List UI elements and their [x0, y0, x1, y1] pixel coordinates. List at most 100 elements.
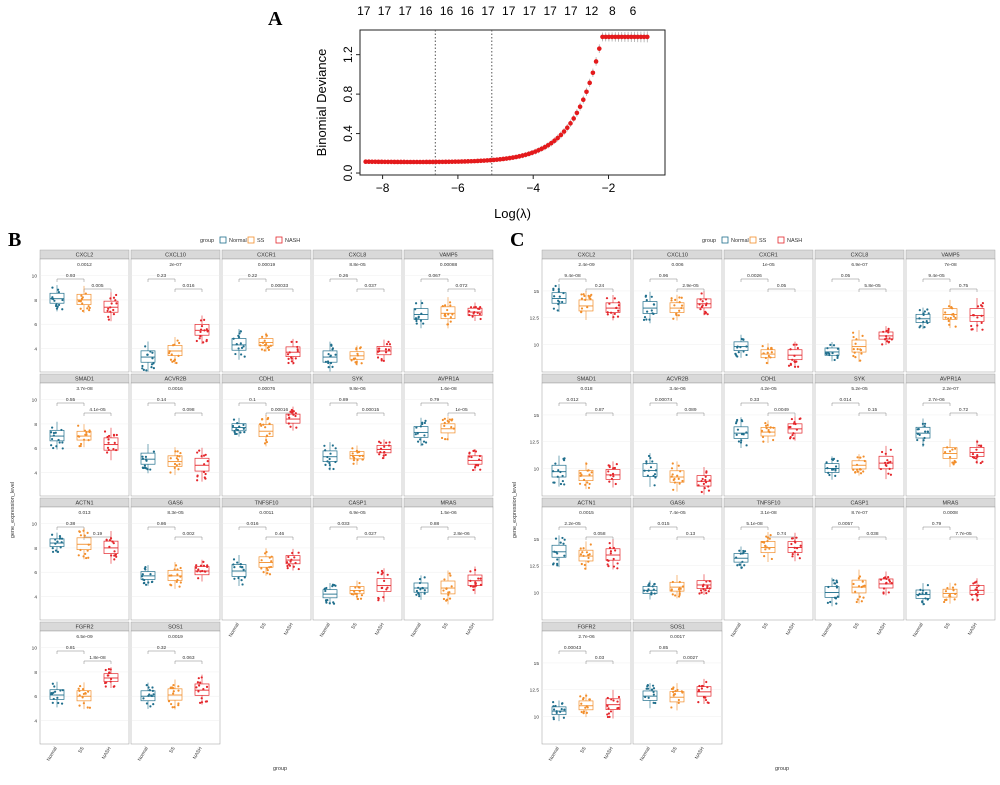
jitter-point [861, 334, 864, 337]
jitter-point [926, 321, 929, 325]
jitter-point [887, 472, 890, 475]
jitter-point [579, 474, 582, 478]
jitter-point [84, 292, 87, 295]
jitter-point [612, 467, 615, 470]
jitter-point [922, 443, 925, 446]
jitter-point [918, 317, 921, 320]
jitter-point [616, 700, 619, 703]
jitter-point [646, 683, 649, 687]
jitter-point [265, 343, 268, 346]
jitter-point [238, 425, 241, 428]
jitter-point [377, 440, 381, 443]
jitter-point [765, 427, 768, 430]
facet-title: AVPR1A [438, 377, 460, 383]
legend-label: SS [257, 238, 265, 244]
jitter-point [834, 474, 837, 477]
jitter-point [862, 470, 865, 473]
jitter-point [921, 422, 924, 426]
comparison-bracket [649, 650, 678, 654]
jitter-point [580, 293, 583, 296]
jitter-point [979, 461, 982, 465]
jitter-point [672, 693, 676, 696]
jitter-point [858, 467, 862, 471]
jitter-point [270, 555, 273, 558]
jitter-point [144, 566, 147, 569]
jitter-point [351, 452, 354, 455]
p-value-left: 5.1e-08 [746, 521, 763, 527]
jitter-point [670, 467, 674, 470]
jitter-point [836, 595, 839, 598]
jitter-point [52, 446, 55, 450]
jitter-point [971, 598, 974, 601]
jitter-point [558, 295, 561, 298]
jitter-point [54, 542, 57, 545]
jitter-point [263, 442, 267, 445]
lasso-point [632, 34, 637, 40]
jitter-point [107, 307, 110, 310]
jitter-point [421, 421, 424, 424]
jitter-point [328, 457, 331, 461]
comparison-bracket [558, 650, 587, 654]
jitter-point [552, 307, 555, 310]
panel-b-boxplots: group Normal SS NASHgene_expression_levelgr… [10, 236, 494, 772]
jitter-point [882, 591, 885, 594]
comparison-bracket [558, 402, 587, 406]
jitter-point [109, 537, 113, 540]
p-value-overall: 8.8e-05 [349, 262, 366, 268]
jitter-point [479, 468, 482, 471]
jitter-point [106, 435, 109, 439]
legend-label: Normal [731, 238, 749, 244]
jitter-point [474, 466, 477, 469]
jitter-point [141, 364, 144, 368]
jitter-point [923, 310, 927, 313]
jitter-point [57, 290, 60, 294]
jitter-point [266, 569, 269, 572]
jitter-point [672, 317, 675, 320]
jitter-point [60, 537, 64, 540]
jitter-point [82, 438, 86, 441]
jitter-point [79, 548, 82, 552]
jitter-point [115, 293, 118, 297]
jitter-point [888, 337, 891, 340]
jitter-point [645, 460, 648, 463]
jitter-point [264, 426, 267, 429]
p-value-right: 2.9e-05 [682, 283, 699, 289]
box-body [49, 292, 65, 304]
jitter-point [679, 470, 682, 473]
comparison-bracket [356, 536, 385, 540]
jitter-point [768, 547, 771, 550]
jitter-point [701, 585, 705, 588]
jitter-point [356, 352, 359, 355]
jitter-point [737, 440, 741, 443]
jitter-point [671, 593, 674, 596]
jitter-point [148, 689, 151, 692]
jitter-point [379, 450, 382, 454]
x-tick-label: NASH [603, 746, 615, 761]
p-value-right: 0.15 [868, 407, 878, 413]
p-value-right: 4.1e-05 [89, 407, 106, 413]
jitter-point [202, 341, 205, 344]
jitter-point [654, 701, 657, 705]
jitter-point [606, 696, 609, 700]
jitter-point [854, 590, 857, 593]
comparison-bracket [767, 412, 796, 416]
jitter-point [86, 307, 89, 310]
jitter-point [860, 352, 863, 355]
jitter-point [708, 479, 711, 482]
jitter-point [762, 440, 765, 443]
jitter-point [57, 303, 61, 307]
jitter-point [736, 564, 739, 567]
p-value-right: 0.027 [364, 531, 376, 537]
jitter-point [175, 580, 178, 584]
lasso-point [456, 159, 461, 164]
facet-title: CXCR1 [257, 253, 276, 259]
lasso-top-tick-label: 17 [481, 4, 495, 18]
jitter-point [295, 426, 298, 429]
jitter-point [296, 349, 299, 353]
jitter-point [49, 431, 53, 434]
jitter-point [704, 696, 707, 699]
jitter-point [835, 579, 838, 582]
jitter-point [173, 462, 177, 466]
